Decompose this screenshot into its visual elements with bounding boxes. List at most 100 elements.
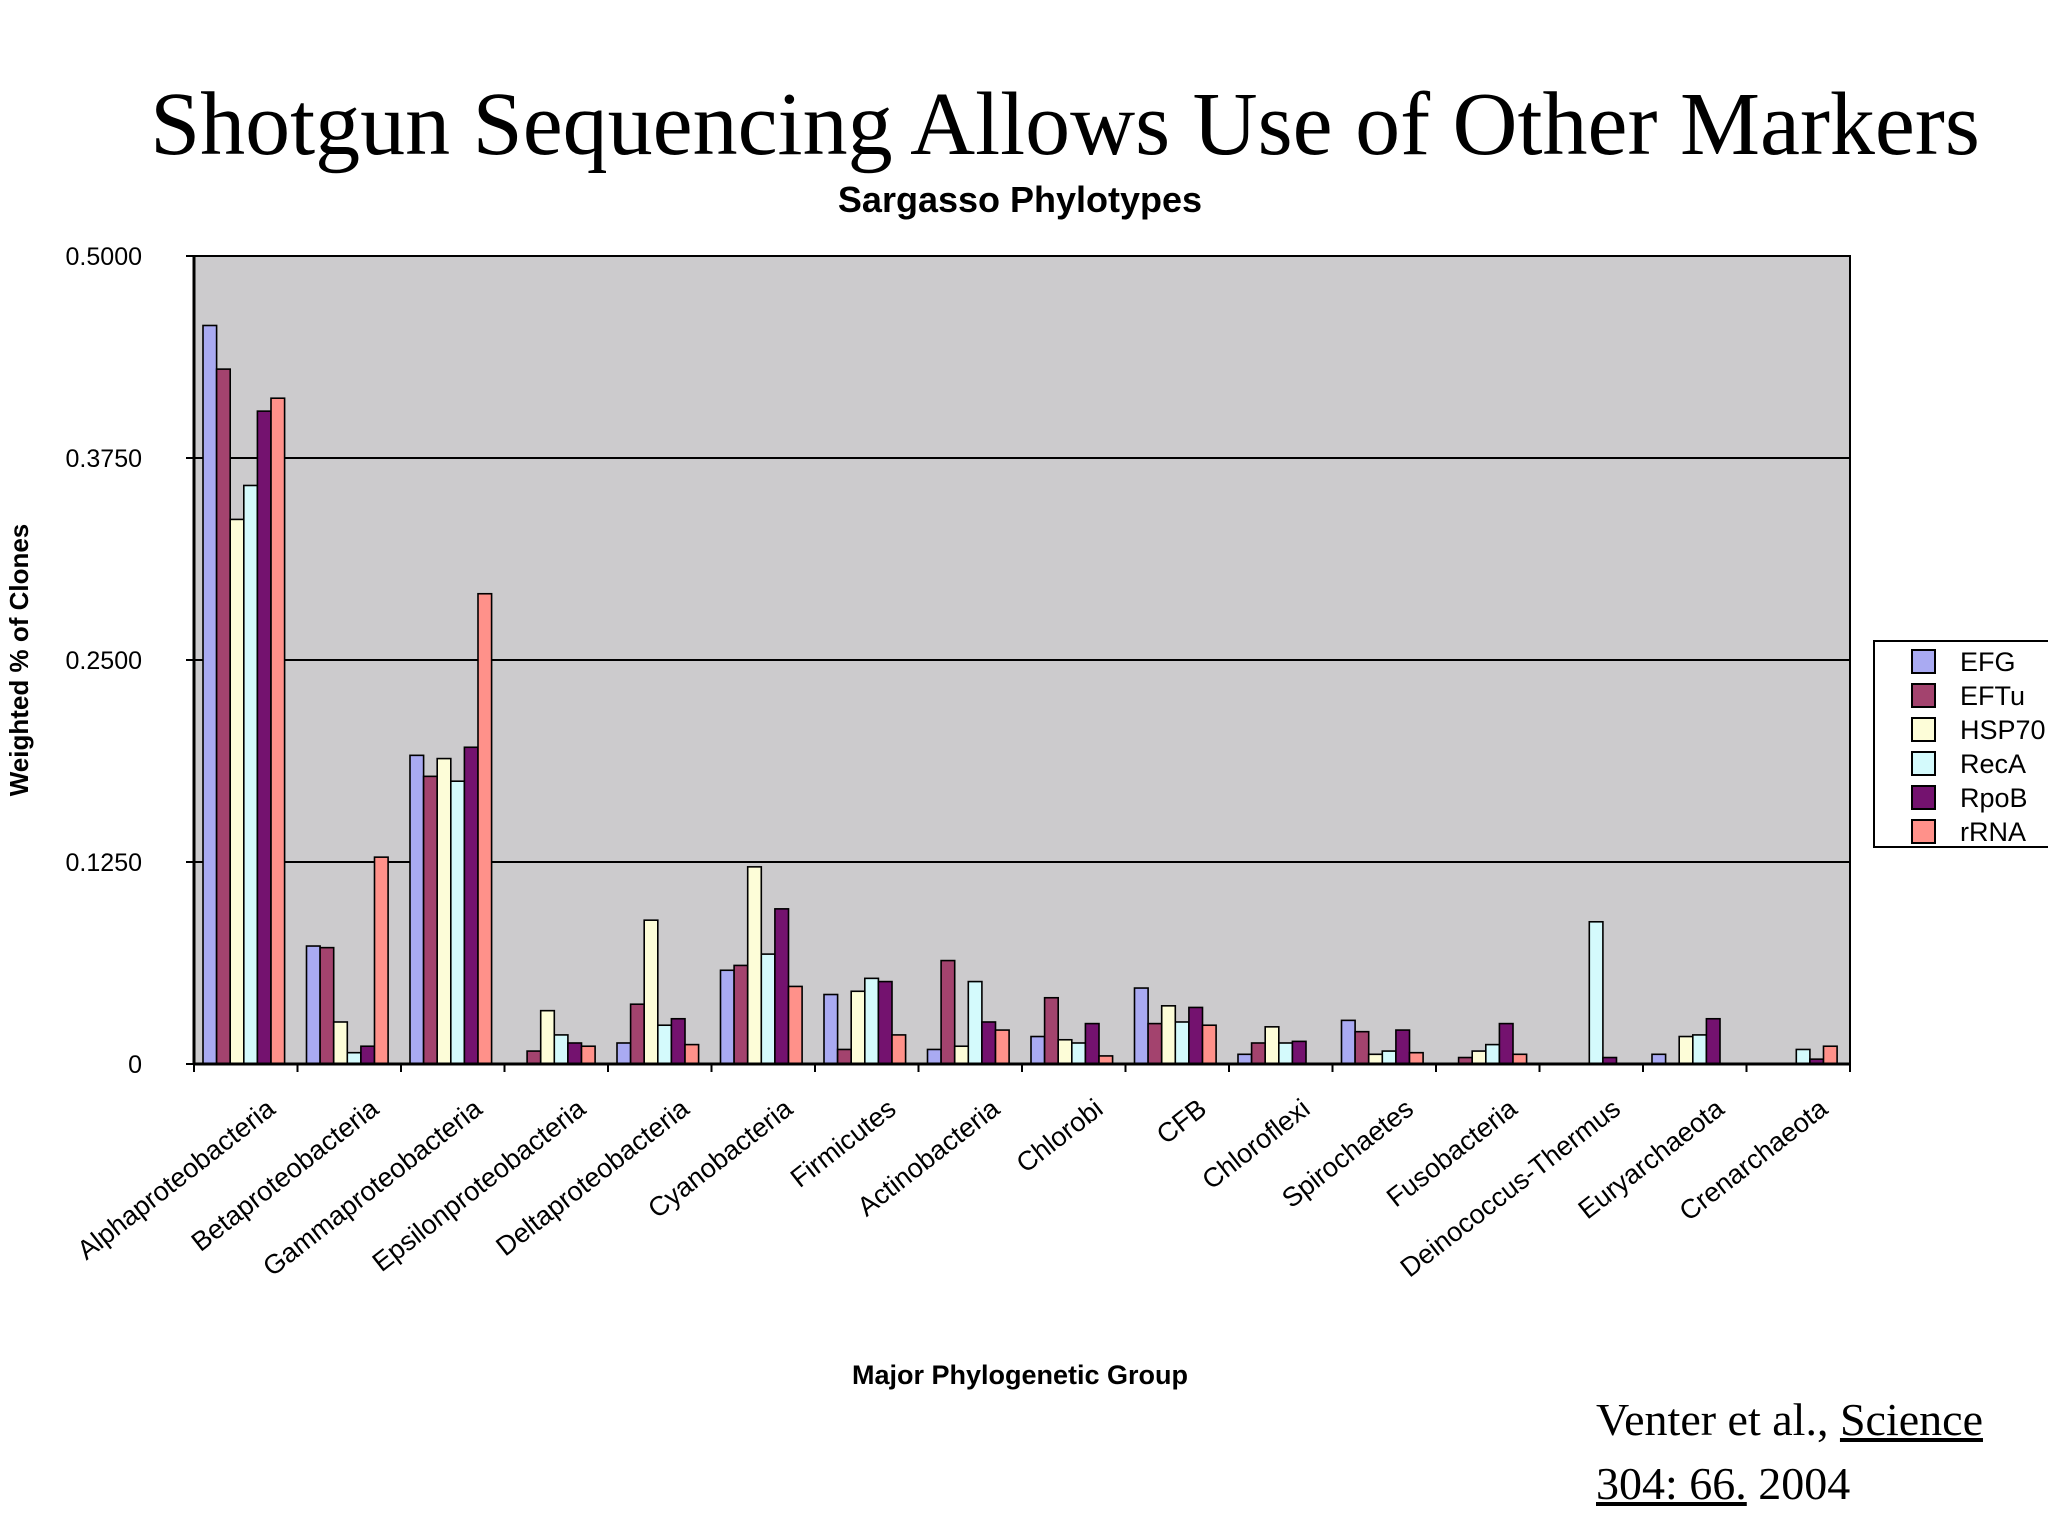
- y-tick-label: 0.5000: [66, 243, 142, 271]
- bar: [746, 866, 763, 1065]
- bar: [850, 990, 866, 1065]
- legend-swatch: [1911, 683, 1936, 708]
- bar: [926, 1048, 942, 1065]
- bar: [1678, 1035, 1694, 1065]
- bar: [656, 1024, 673, 1065]
- y-tick-label: 0.1250: [66, 849, 142, 877]
- bar: [580, 1045, 596, 1065]
- bar: [477, 592, 493, 1065]
- legend-swatch: [1911, 785, 1936, 810]
- bar: [1381, 1050, 1397, 1065]
- legend-label: EFTu: [1960, 681, 2025, 711]
- bar: [1354, 1030, 1370, 1065]
- bar: [1278, 1042, 1294, 1065]
- legend-label: RpoB: [1960, 783, 2028, 813]
- bar: [243, 484, 259, 1065]
- bar: [670, 1017, 686, 1065]
- bar: [953, 1045, 970, 1065]
- y-tick-label: 0.3750: [66, 445, 142, 473]
- bar: [616, 1042, 632, 1065]
- bar: [270, 397, 286, 1065]
- x-tick-label: CFB: [1151, 1093, 1212, 1150]
- bar: [684, 1043, 700, 1065]
- bar: [787, 985, 803, 1065]
- bar: [836, 1048, 852, 1065]
- legend: EFG EFTu HSP70 RecA RpoB rRNA: [1873, 640, 2048, 848]
- bar: [1084, 1022, 1100, 1065]
- bar: [436, 757, 452, 1065]
- bar: [1264, 1026, 1280, 1065]
- legend-label: EFG: [1960, 647, 2016, 677]
- chart-title: Sargasso Phylotypes: [838, 179, 1202, 220]
- citation-volume-link[interactable]: 304: 66.: [1596, 1458, 1747, 1509]
- y-axis-label: Weighted % of Clones: [4, 524, 34, 797]
- bars: [202, 324, 1838, 1065]
- bar: [1030, 1035, 1046, 1065]
- bar: [1174, 1021, 1190, 1065]
- bar: [981, 1021, 997, 1065]
- bar: [719, 969, 735, 1065]
- legend-box: [1873, 640, 2048, 848]
- bar: [1057, 1038, 1073, 1065]
- bar: [373, 856, 389, 1065]
- x-tick-label: Betaproteobacteria: [186, 1092, 385, 1257]
- bar: [449, 780, 466, 1065]
- bar: [1160, 1005, 1177, 1065]
- bar: [1395, 1029, 1411, 1065]
- bar: [1147, 1022, 1163, 1065]
- bar: [1588, 920, 1604, 1065]
- bar: [1043, 996, 1059, 1065]
- bar: [823, 993, 839, 1065]
- legend-swatch: [1911, 751, 1936, 776]
- citation-year: 2004: [1758, 1458, 1851, 1509]
- bar: [1485, 1043, 1501, 1065]
- bar: [567, 1042, 583, 1065]
- legend-swatch: [1911, 649, 1936, 674]
- bar: [1705, 1017, 1721, 1065]
- bar: [940, 959, 956, 1065]
- bar: [643, 919, 659, 1065]
- bar: [1133, 987, 1149, 1065]
- bar: [1692, 1034, 1708, 1065]
- citation-journal-link[interactable]: Science: [1839, 1394, 1983, 1445]
- bar: [1795, 1048, 1811, 1065]
- bar: [891, 1034, 907, 1065]
- bar: [526, 1050, 542, 1065]
- x-ticks: [193, 1064, 1851, 1072]
- bar: [733, 964, 749, 1065]
- citation-line-2: 304: 66. 2004: [1596, 1452, 1983, 1516]
- x-tick-label: Alphaproteobacteria: [72, 1092, 282, 1265]
- bar: [422, 775, 439, 1065]
- y-ticks: 0 0.1250 0.2500 0.3750 0.5000: [66, 243, 194, 1079]
- bar: [774, 908, 790, 1065]
- bar: [1201, 1024, 1217, 1065]
- bar: [629, 1003, 645, 1065]
- citation-line-1: Venter et al., Science: [1596, 1388, 1983, 1452]
- bar: [967, 980, 983, 1065]
- bar: [1188, 1006, 1204, 1065]
- legend-label: HSP70: [1960, 715, 2046, 745]
- x-axis-label: Major Phylogenetic Group: [852, 1360, 1188, 1390]
- bar: [319, 946, 335, 1065]
- citation: Venter et al., Science 304: 66. 2004: [1596, 1388, 1983, 1516]
- y-tick-label: 0: [128, 1051, 142, 1079]
- bar: [877, 980, 893, 1065]
- bar: [1822, 1045, 1838, 1065]
- bar: [553, 1034, 569, 1065]
- legend-label: rRNA: [1960, 817, 2026, 847]
- bar: [1408, 1051, 1424, 1065]
- legend-swatch: [1911, 717, 1936, 742]
- citation-authors: Venter et al.,: [1596, 1394, 1829, 1445]
- bar: [760, 953, 776, 1065]
- slide-title: Shotgun Sequencing Allows Use of Other M…: [150, 75, 1980, 174]
- x-tick-label: Deltaproteobacteria: [490, 1092, 695, 1261]
- bar: [305, 945, 321, 1065]
- legend-swatch: [1911, 819, 1936, 844]
- bar: [229, 518, 245, 1065]
- bar: [1471, 1050, 1487, 1065]
- bar: [409, 754, 425, 1065]
- x-tick-label: Chlorobi: [1011, 1093, 1109, 1179]
- bar: [332, 1021, 349, 1065]
